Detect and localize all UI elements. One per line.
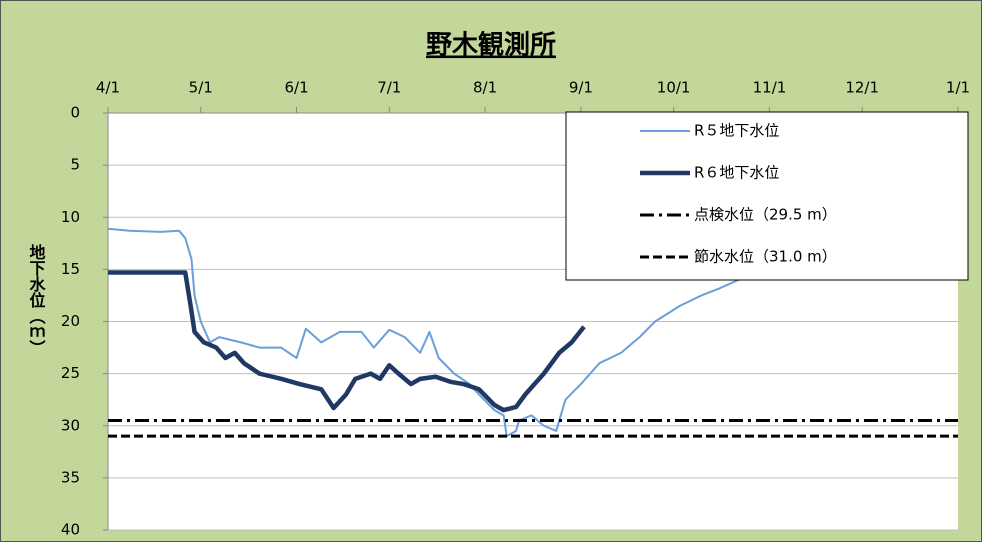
x-tick-label: 6/1 xyxy=(284,79,308,97)
y-tick-label: 10 xyxy=(61,208,80,226)
legend-box xyxy=(565,111,969,281)
y-axis-label: 地下水位（ｍ） xyxy=(27,243,46,356)
grid: 0 5 10 15 20 25 30 35 40 4/1 5/1 6/1 7/1 8/1 9/1 10/1 11… xyxy=(61,79,970,539)
y-tick-label: 25 xyxy=(61,364,80,382)
y-tick-label: 20 xyxy=(61,312,80,330)
x-tick-label: 12/1 xyxy=(845,79,879,97)
x-tick-label: 5/1 xyxy=(189,79,213,97)
x-tick-label: 10/1 xyxy=(657,79,691,97)
series-line xyxy=(108,270,586,413)
x-tick-label: 8/1 xyxy=(473,79,497,97)
y-tick-label: 0 xyxy=(70,104,80,122)
series-line xyxy=(107,227,776,438)
y-tick-label: 15 xyxy=(61,260,80,278)
y-tick-label: 5 xyxy=(70,156,80,174)
legend-label: R６地下水位 xyxy=(694,164,779,182)
lines xyxy=(107,227,958,438)
legend-label: R５地下水位 xyxy=(694,122,779,140)
legend-label: 節水水位（31.0 m） xyxy=(694,248,837,266)
x-tick-label: 9/1 xyxy=(569,79,593,97)
x-tick-label: 4/1 xyxy=(96,79,120,97)
x-tick-label: 1/1 xyxy=(946,79,970,97)
x-tick-label: 11/1 xyxy=(753,79,787,97)
y-tick-label: 35 xyxy=(61,468,80,486)
legend-label: 点検水位（29.5 m） xyxy=(694,206,837,224)
x-tick-label: 7/1 xyxy=(377,79,401,97)
y-tick-label: 40 xyxy=(61,521,80,539)
chart-title: 野木観測所 xyxy=(426,30,556,61)
y-tick-label: 30 xyxy=(61,416,80,434)
